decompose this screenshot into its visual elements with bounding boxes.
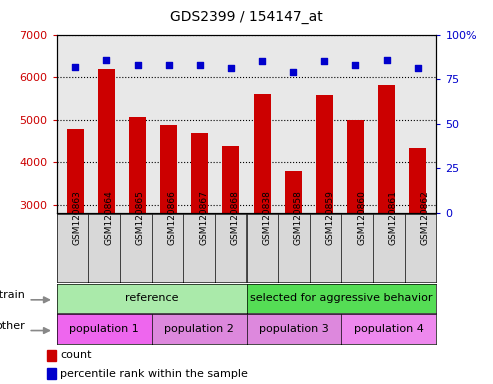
Point bbox=[352, 62, 359, 68]
Text: population 4: population 4 bbox=[354, 324, 424, 334]
Text: population 3: population 3 bbox=[259, 324, 329, 334]
Point bbox=[134, 62, 141, 68]
Bar bbox=[191, 133, 209, 332]
Point bbox=[165, 62, 173, 68]
Point bbox=[320, 58, 328, 65]
Text: GDS2399 / 154147_at: GDS2399 / 154147_at bbox=[170, 10, 323, 23]
Bar bbox=[316, 95, 333, 332]
Text: GSM120867: GSM120867 bbox=[199, 190, 208, 245]
Text: GSM120865: GSM120865 bbox=[136, 190, 145, 245]
Text: reference: reference bbox=[125, 293, 178, 303]
Text: strain: strain bbox=[0, 290, 26, 300]
Bar bbox=[160, 125, 177, 332]
Text: percentile rank within the sample: percentile rank within the sample bbox=[60, 369, 248, 379]
Point bbox=[103, 56, 110, 63]
Text: GSM120858: GSM120858 bbox=[294, 190, 303, 245]
Bar bbox=[284, 170, 302, 332]
Text: GSM120861: GSM120861 bbox=[389, 190, 398, 245]
Point bbox=[227, 65, 235, 71]
Text: GSM120866: GSM120866 bbox=[168, 190, 176, 245]
Text: GSM120863: GSM120863 bbox=[72, 190, 81, 245]
Point bbox=[414, 65, 422, 71]
Bar bbox=[129, 117, 146, 332]
Point bbox=[196, 62, 204, 68]
Text: GSM120864: GSM120864 bbox=[104, 190, 113, 245]
Bar bbox=[409, 148, 426, 332]
Point bbox=[383, 56, 390, 63]
Text: GSM120862: GSM120862 bbox=[421, 190, 429, 245]
Text: population 2: population 2 bbox=[164, 324, 234, 334]
Text: other: other bbox=[0, 321, 26, 331]
Bar bbox=[67, 129, 84, 332]
Bar bbox=[347, 120, 364, 332]
Text: GSM120838: GSM120838 bbox=[262, 190, 271, 245]
Text: GSM120859: GSM120859 bbox=[325, 190, 335, 245]
Text: GSM120860: GSM120860 bbox=[357, 190, 366, 245]
Bar bbox=[253, 94, 271, 332]
Point bbox=[289, 69, 297, 75]
Bar bbox=[47, 368, 56, 379]
Text: count: count bbox=[60, 351, 92, 361]
Bar bbox=[378, 85, 395, 332]
Point bbox=[258, 58, 266, 65]
Bar bbox=[222, 146, 240, 332]
Text: population 1: population 1 bbox=[70, 324, 139, 334]
Text: selected for aggressive behavior: selected for aggressive behavior bbox=[250, 293, 433, 303]
Bar bbox=[47, 350, 56, 361]
Point bbox=[71, 64, 79, 70]
Text: GSM120868: GSM120868 bbox=[231, 190, 240, 245]
Bar bbox=[98, 70, 115, 332]
